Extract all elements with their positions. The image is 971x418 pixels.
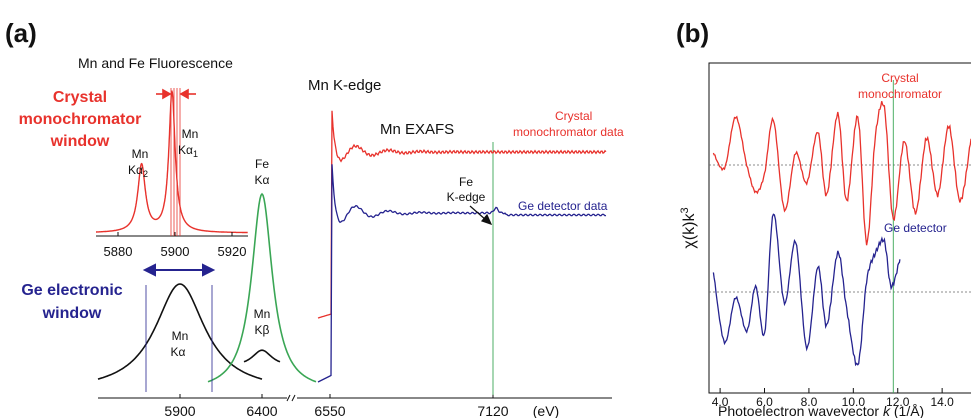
crystal-window-label: Crystal monochromator window xyxy=(19,89,142,150)
crystal-chi-line-2: monochromator xyxy=(858,87,942,101)
crystal-window-line-2: monochromator xyxy=(19,111,142,128)
fe-arrow-head xyxy=(480,213,493,225)
mn-ka1-label-2: Kα1 xyxy=(178,143,198,159)
fe-k-edge-arrow xyxy=(469,205,493,225)
arrow-left-head xyxy=(162,88,172,100)
mn-ka1-label: Mn xyxy=(182,127,199,141)
crystal-data-line-1: Crystal xyxy=(555,109,592,123)
inset-curve xyxy=(96,89,248,234)
ge-window-arrow xyxy=(142,263,216,277)
mn-exafs-title: Mn EXAFS xyxy=(380,121,454,138)
mn-ka2-line-1: Mn xyxy=(132,147,149,161)
crystal-window-line-3: window xyxy=(50,133,110,150)
panel-b-ylabel: χ(k)k3 xyxy=(679,207,698,248)
ylabel-main: χ(k)k xyxy=(681,213,698,249)
ge-window-line-2: window xyxy=(42,305,102,322)
mn-ka1-subscript: 1 xyxy=(193,149,198,159)
mn-ka1-symbol: Kα xyxy=(178,143,193,157)
fe-k-edge-line-1: Fe xyxy=(459,175,473,189)
mn-ka-line-1: Mn xyxy=(172,329,189,343)
crystal-data-line-2: monochromator data xyxy=(513,125,624,139)
arrow-right-head xyxy=(179,88,189,100)
xlabel-prefix: Photoelectron wavevector xyxy=(718,403,883,418)
ge-data-label: Ge detector data xyxy=(518,199,608,213)
axis-break-mark xyxy=(286,394,296,402)
mn-ka1-line-1: Mn xyxy=(182,127,199,141)
ge-chi-label: Ge detector xyxy=(884,221,947,235)
fluorescence-peaks: Ge electronic window Mn Kα Fe Kα Mn Kβ xyxy=(21,157,317,392)
fe-k-edge-line-2: K-edge xyxy=(447,190,486,204)
k-tick-label-1: 6.0 xyxy=(756,395,773,409)
inset-tick-label-5880: 5880 xyxy=(104,244,133,259)
panel-a-label: (a) xyxy=(5,18,37,48)
mn-ka-peak xyxy=(97,283,263,380)
ge-window-label: Ge electronic window xyxy=(21,282,122,322)
panel-b-ticks: 4.0 6.0 8.0 10.0 12.0 14.0 xyxy=(712,388,954,409)
xlabel-unit: (1/Å) xyxy=(890,403,924,418)
crystal-window-band xyxy=(170,88,181,236)
k-tick-label-3: 10.0 xyxy=(842,395,866,409)
mn-kb-line-1: Mn xyxy=(254,307,271,321)
k-tick-label-2: 8.0 xyxy=(801,395,818,409)
panel-b-frame xyxy=(708,62,971,394)
mn-ka2-label: Mn xyxy=(132,147,149,161)
ylabel-superscript: 3 xyxy=(679,207,691,213)
panel-b-label: (b) xyxy=(676,18,709,48)
mn-kb-line-2: Kβ xyxy=(255,323,270,337)
fe-ka-peak xyxy=(207,192,317,383)
crystal-window-arrows xyxy=(156,88,196,100)
mn-ka-line-2: Kα xyxy=(171,345,186,359)
axis-unit: (eV) xyxy=(533,403,559,418)
xlabel-k: k xyxy=(883,403,891,418)
crystal-window-line-1: Crystal xyxy=(53,89,107,106)
mn-ka2-subscript: 2 xyxy=(143,169,148,179)
fe-ka-line-2: Kα xyxy=(255,173,270,187)
axis-tick-label-5900: 5900 xyxy=(164,403,195,418)
k-tick-label-0: 4.0 xyxy=(712,395,729,409)
mn-ka2-label-2: Kα2 xyxy=(128,163,148,179)
mn-k-edge-title: Mn K-edge xyxy=(308,77,381,94)
axis-tick-label-6550: 6550 xyxy=(314,403,345,418)
k-tick-label-4: 12.0 xyxy=(886,395,910,409)
k-edge-plot: Mn K-edge Mn EXAFS Crystal monochromator… xyxy=(308,77,624,395)
inset-tick-marks xyxy=(117,232,233,236)
inset-tick-label-5920: 5920 xyxy=(218,244,247,259)
inset-tick-label-5900: 5900 xyxy=(161,244,190,259)
fe-ka-line-1: Fe xyxy=(255,157,269,171)
crystal-chi-line-1: Crystal xyxy=(881,71,918,85)
ge-data-curve xyxy=(317,164,607,383)
ge-window-line-1: Ge electronic xyxy=(21,282,122,299)
fluorescence-title: Mn and Fe Fluorescence xyxy=(78,55,233,71)
mn-ka2-symbol: Kα xyxy=(128,163,143,177)
axis-tick-label-6400: 6400 xyxy=(246,403,277,418)
ge-arrow-head-left xyxy=(142,263,156,277)
crystal-data-curve xyxy=(317,110,607,319)
fe-arrow-shaft xyxy=(469,205,487,221)
k-tick-label-5: 14.0 xyxy=(930,395,954,409)
crystal-chi-curve xyxy=(712,101,971,246)
panel-a-axis: 5900 6400 6550 7120 (eV) xyxy=(98,394,612,418)
panel-b-xlabel: Photoelectron wavevector k (1/Å) xyxy=(718,403,924,418)
inset-spectrum: 5880 5900 5920 Mn Kα2 Mn Kα1 xyxy=(96,88,248,259)
mn-kb-peak xyxy=(243,349,281,363)
axis-tick-label-7120: 7120 xyxy=(477,403,508,418)
ge-arrow-head-right xyxy=(202,263,216,277)
ge-chi-curve xyxy=(712,213,901,367)
